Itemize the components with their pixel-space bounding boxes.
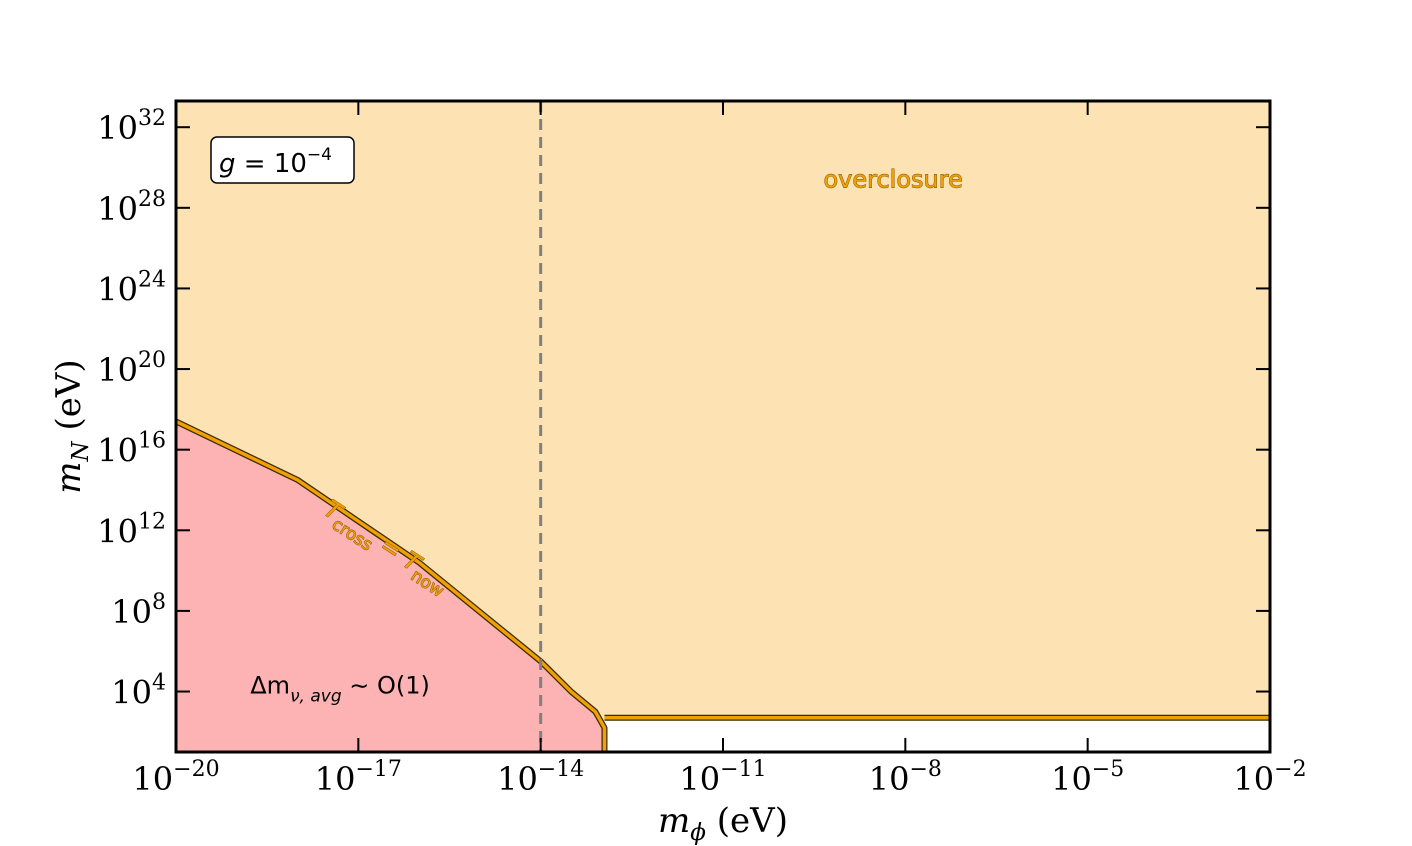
delta-m-subscript: ν, avg: [290, 687, 342, 707]
y-tick-label: 1012: [97, 509, 166, 550]
parameter-box-text: g = 10−4: [219, 145, 332, 179]
x-axis-subscript: ϕ: [690, 820, 706, 846]
x-axis-label: mϕ (eV): [658, 801, 788, 846]
delta-m-region: [176, 421, 605, 752]
parameter-box-border: [210, 136, 355, 184]
y-axis-label: mN (eV): [49, 359, 94, 493]
plot-frame: [174, 99, 1272, 754]
y-axis-unit: (eV): [49, 359, 89, 430]
y-tick-label: 1016: [97, 429, 166, 470]
y-axis-subscript: N: [68, 440, 94, 462]
x-tick-label: 10−8: [869, 757, 942, 798]
overclosure-label: overclosure: [823, 166, 962, 194]
y-tick-label: 104: [111, 671, 166, 712]
x-tick-label: 10−2: [1233, 757, 1306, 798]
y-tick-labels: 104 108 1012 1016 1020 1024 1028 1032: [97, 106, 166, 711]
x-tick-label: 10−14: [497, 757, 584, 798]
delta-m-label: Δmν, avg ∼ O(1): [250, 672, 430, 707]
parameter-eq: = 10: [236, 149, 307, 179]
y-tick-label: 1028: [97, 187, 166, 228]
x-tick-label: 10−20: [132, 757, 219, 798]
plot-curves: [174, 101, 1270, 752]
y-tick-label: 1024: [97, 267, 166, 308]
x-tick-labels: 10−20 10−17 10−14 10−11 10−8 10−5 10−2: [132, 757, 1306, 798]
x-axis-symbol: m: [658, 801, 690, 841]
plot-regions: [176, 101, 1270, 752]
parameter-symbol: g: [219, 149, 236, 179]
y-tick-label: 1020: [97, 348, 166, 389]
parameter-exponent: −4: [307, 145, 332, 165]
x-axis-unit: (eV): [717, 801, 788, 841]
delta-m-suffix: ∼ O(1): [342, 672, 430, 700]
x-tick-label: 10−5: [1051, 757, 1124, 798]
x-tick-label: 10−17: [315, 757, 402, 798]
y-tick-label: 1032: [97, 106, 166, 147]
x-tick-label: 10−11: [679, 757, 766, 798]
boundary-curve: [175, 419, 607, 752]
delta-m-prefix: Δm: [250, 672, 290, 700]
y-axis-symbol: m: [49, 461, 89, 493]
y-tick-label: 108: [111, 590, 166, 631]
parameter-box: g = 10−4: [210, 136, 355, 184]
allowed-region: [604, 717, 1270, 752]
